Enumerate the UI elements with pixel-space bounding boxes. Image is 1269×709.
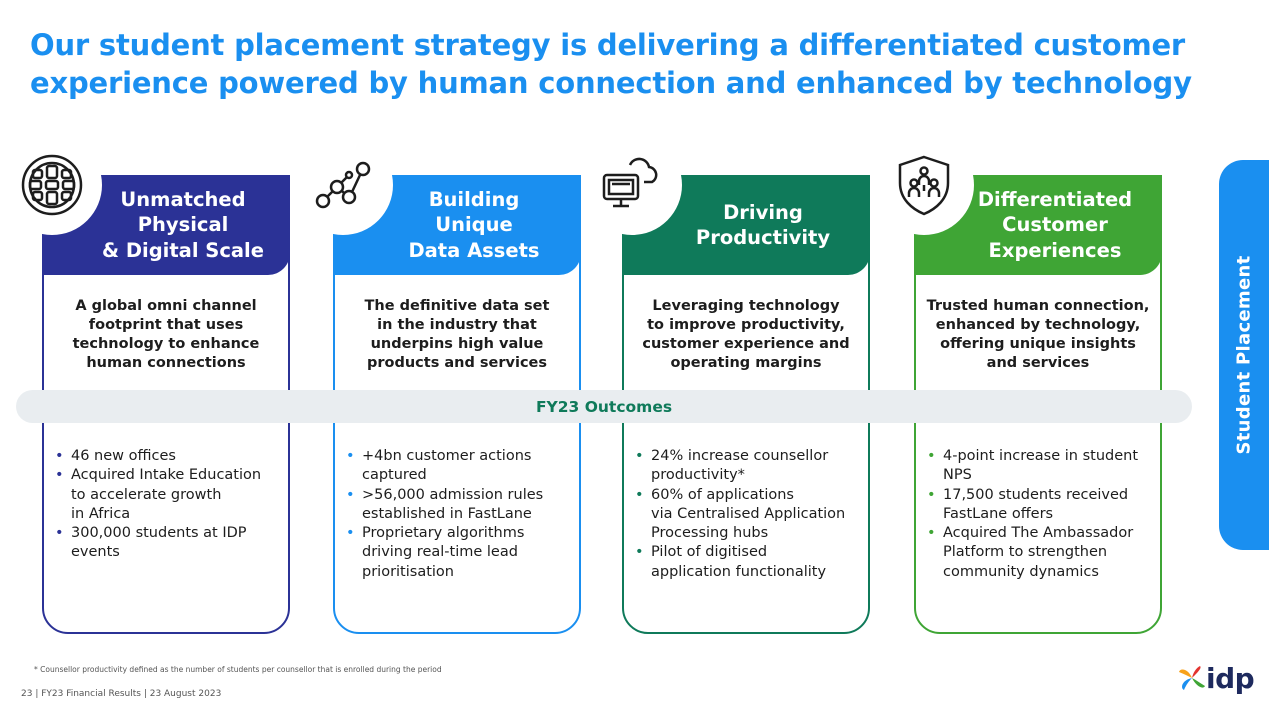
list-item: +4bn customer actions captured [343, 447, 579, 486]
list-item-line: FastLane offers [943, 505, 1054, 522]
outcomes-list: 24% increase counsellor productivity* 60… [632, 447, 868, 582]
description-line: operating margins [670, 355, 822, 371]
list-item-line: prioritisation [362, 563, 454, 580]
outcomes-label: FY23 Outcomes [535, 397, 673, 416]
description-line: technology to enhance [72, 336, 260, 352]
idp-logo-mark-icon [1179, 666, 1205, 690]
outcomes-list: 4-point increase in student NPS 17,500 s… [924, 447, 1160, 582]
heading-line: Unmatched [120, 187, 246, 211]
description-line: underpins high value [370, 336, 544, 352]
description-line: in the industry that [377, 317, 537, 333]
list-item: Pilot of digitised application functiona… [632, 543, 868, 582]
heading-line: Productivity [695, 226, 831, 249]
section-tab-label: Student Placement [1233, 255, 1255, 455]
heading-line: Differentiated [977, 187, 1133, 211]
description-line: to improve productivity, [647, 317, 845, 333]
list-item-line: Processing hubs [651, 525, 769, 542]
card-description: Leveraging technology to improve product… [624, 297, 868, 373]
heading-line: Building [428, 187, 520, 211]
heading-line: Unique [435, 213, 513, 237]
list-item-line: captured [362, 467, 427, 484]
list-item-line: Acquired The Ambassador [943, 525, 1134, 542]
list-item-line: events [71, 544, 120, 561]
list-item-line: community dynamics [943, 563, 1099, 580]
list-item-line: Platform to strengthen [943, 544, 1108, 561]
description-line: and services [986, 355, 1090, 371]
list-item-line: via Centralised Application [651, 505, 846, 522]
description-line: Leveraging technology [652, 298, 840, 314]
title-line-1: Our student placement strategy is delive… [30, 28, 1186, 62]
footnote: * Counsellor productivity defined as the… [34, 665, 442, 674]
list-item-line: application functionality [651, 563, 827, 580]
cloud-computer-icon [582, 135, 682, 235]
list-item-line: to accelerate growth [71, 486, 222, 503]
page-title: Our student placement strategy is delive… [30, 26, 1210, 102]
list-item-line: 300,000 students at IDP [71, 525, 247, 542]
card-description: The definitive data set in the industry … [335, 297, 579, 373]
list-item-line: productivity* [651, 467, 745, 484]
list-item: 17,500 students received FastLane offers [924, 486, 1160, 525]
heading-line: Physical [137, 213, 229, 237]
description-line: footprint that uses [88, 317, 244, 333]
list-item: >56,000 admission rules established in F… [343, 486, 579, 525]
list-item-line: 17,500 students received [943, 486, 1129, 503]
heading-line: Driving [723, 200, 803, 224]
list-item: 300,000 students at IDP events [52, 524, 288, 563]
list-item: 24% increase counsellor productivity* [632, 447, 868, 486]
heading-line: Customer [1002, 213, 1108, 237]
idp-wordmark: idp [1206, 662, 1255, 695]
list-item: Acquired The Ambassador Platform to stre… [924, 524, 1160, 582]
list-item-line: established in FastLane [362, 505, 532, 522]
description-line: offering unique insights [940, 336, 1136, 352]
list-item-line: 46 new offices [71, 448, 176, 464]
idp-logo: idp [1178, 662, 1258, 698]
list-item: 4-point increase in student NPS [924, 447, 1160, 486]
globe-icon [2, 135, 102, 235]
description-line: The definitive data set [364, 298, 550, 314]
heading-line: & Digital Scale [102, 238, 264, 262]
list-item-line: Acquired Intake Education [71, 467, 262, 484]
list-item: 46 new offices [52, 447, 288, 467]
title-line-2: experience powered by human connection a… [30, 66, 1192, 100]
list-item-line: 24% increase counsellor [651, 448, 829, 464]
outcomes-list: +4bn customer actions captured >56,000 a… [343, 447, 579, 582]
heading-line: Data Assets [408, 238, 540, 262]
list-item-line: 60% of applications [651, 486, 794, 503]
list-item: Proprietary algorithms driving real-time… [343, 524, 579, 582]
list-item-line: Pilot of digitised [651, 544, 768, 561]
card-description: Trusted human connection, enhanced by te… [916, 297, 1160, 373]
description-line: enhanced by technology, [935, 317, 1141, 333]
list-item-line: +4bn customer actions [362, 448, 532, 464]
description-line: A global omni channel [75, 298, 257, 314]
outcomes-list: 46 new offices Acquired Intake Education… [52, 447, 288, 563]
description-line: Trusted human connection, [926, 298, 1150, 314]
list-item-line: 4-point increase in student [943, 448, 1139, 464]
card-description: A global omni channel footprint that use… [44, 297, 288, 373]
list-item-line: Proprietary algorithms [362, 525, 525, 542]
description-line: human connections [86, 355, 246, 371]
shield-people-icon [874, 135, 974, 235]
list-item-line: >56,000 admission rules [362, 486, 544, 503]
heading-line: Experiences [988, 238, 1122, 262]
list-item: Acquired Intake Education to accelerate … [52, 466, 288, 524]
list-item-line: driving real-time lead [362, 544, 518, 561]
list-item: 60% of applications via Centralised Appl… [632, 486, 868, 544]
list-item-line: NPS [943, 467, 972, 484]
fy23-outcomes-bar: FY23 Outcomes [16, 390, 1192, 423]
description-line: products and services [366, 355, 548, 371]
page-footer: 23 | FY23 Financial Results | 23 August … [21, 689, 222, 699]
card-customer-experiences: Differentiated Customer Experiences Trus… [874, 135, 1162, 634]
data-nodes-icon [293, 135, 393, 235]
description-line: customer experience and [642, 336, 850, 352]
section-tab: Student Placement [1219, 160, 1269, 550]
list-item-line: in Africa [71, 505, 131, 522]
